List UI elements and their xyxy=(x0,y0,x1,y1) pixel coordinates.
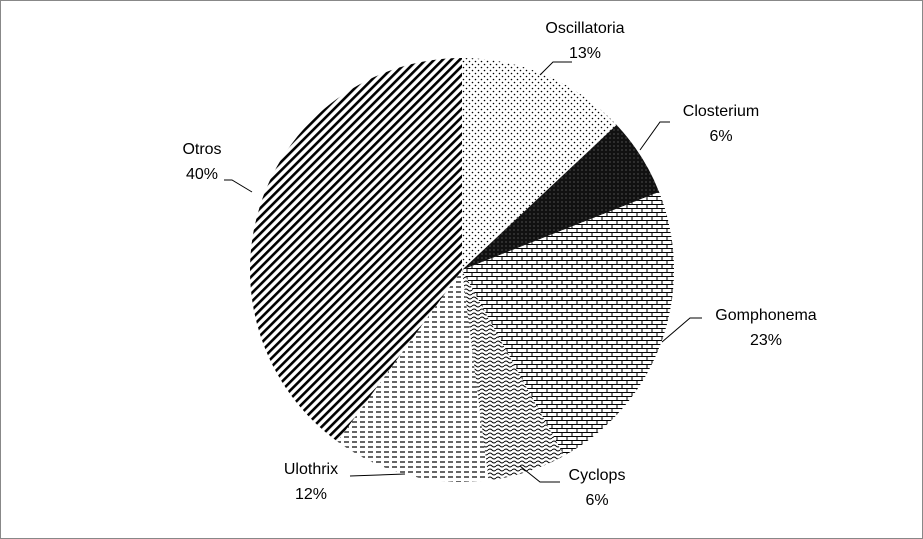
slice-label: Ulothrix xyxy=(284,461,338,478)
leader-line xyxy=(349,473,406,477)
pie-slice xyxy=(462,270,565,481)
value-label: 13% xyxy=(569,45,601,62)
pie-slice xyxy=(337,270,489,482)
pie-slice xyxy=(462,58,617,270)
leader-line xyxy=(539,61,572,76)
pie-slice xyxy=(462,124,660,271)
slice-label: Closterium xyxy=(683,103,759,120)
slice-label: Otros xyxy=(182,141,221,158)
value-label: 40% xyxy=(186,166,218,183)
value-label: 23% xyxy=(750,332,782,349)
leader-line xyxy=(639,121,670,151)
pie-slice xyxy=(462,191,674,456)
slice-label: Gomphonema xyxy=(715,307,816,324)
leader-line xyxy=(224,179,253,193)
leader-line xyxy=(519,465,560,483)
value-label: 6% xyxy=(585,492,608,509)
slice-label: Cyclops xyxy=(569,467,626,484)
leader-line xyxy=(661,317,702,343)
pie-slice xyxy=(250,58,462,442)
value-label: 12% xyxy=(295,486,327,503)
value-label: 6% xyxy=(709,128,732,145)
slice-label: Oscillatoria xyxy=(545,20,624,37)
